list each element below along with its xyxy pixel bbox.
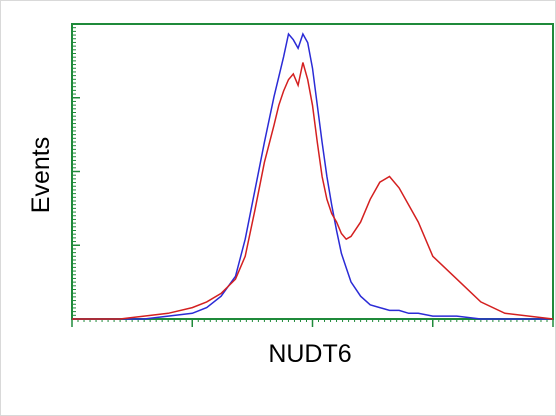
series-line-red: [72, 62, 554, 320]
x-axis-label: NUDT6: [268, 340, 352, 368]
series-line-blue: [72, 32, 553, 320]
axis-ticks: [71, 23, 554, 327]
y-axis-label: Events: [27, 136, 55, 214]
